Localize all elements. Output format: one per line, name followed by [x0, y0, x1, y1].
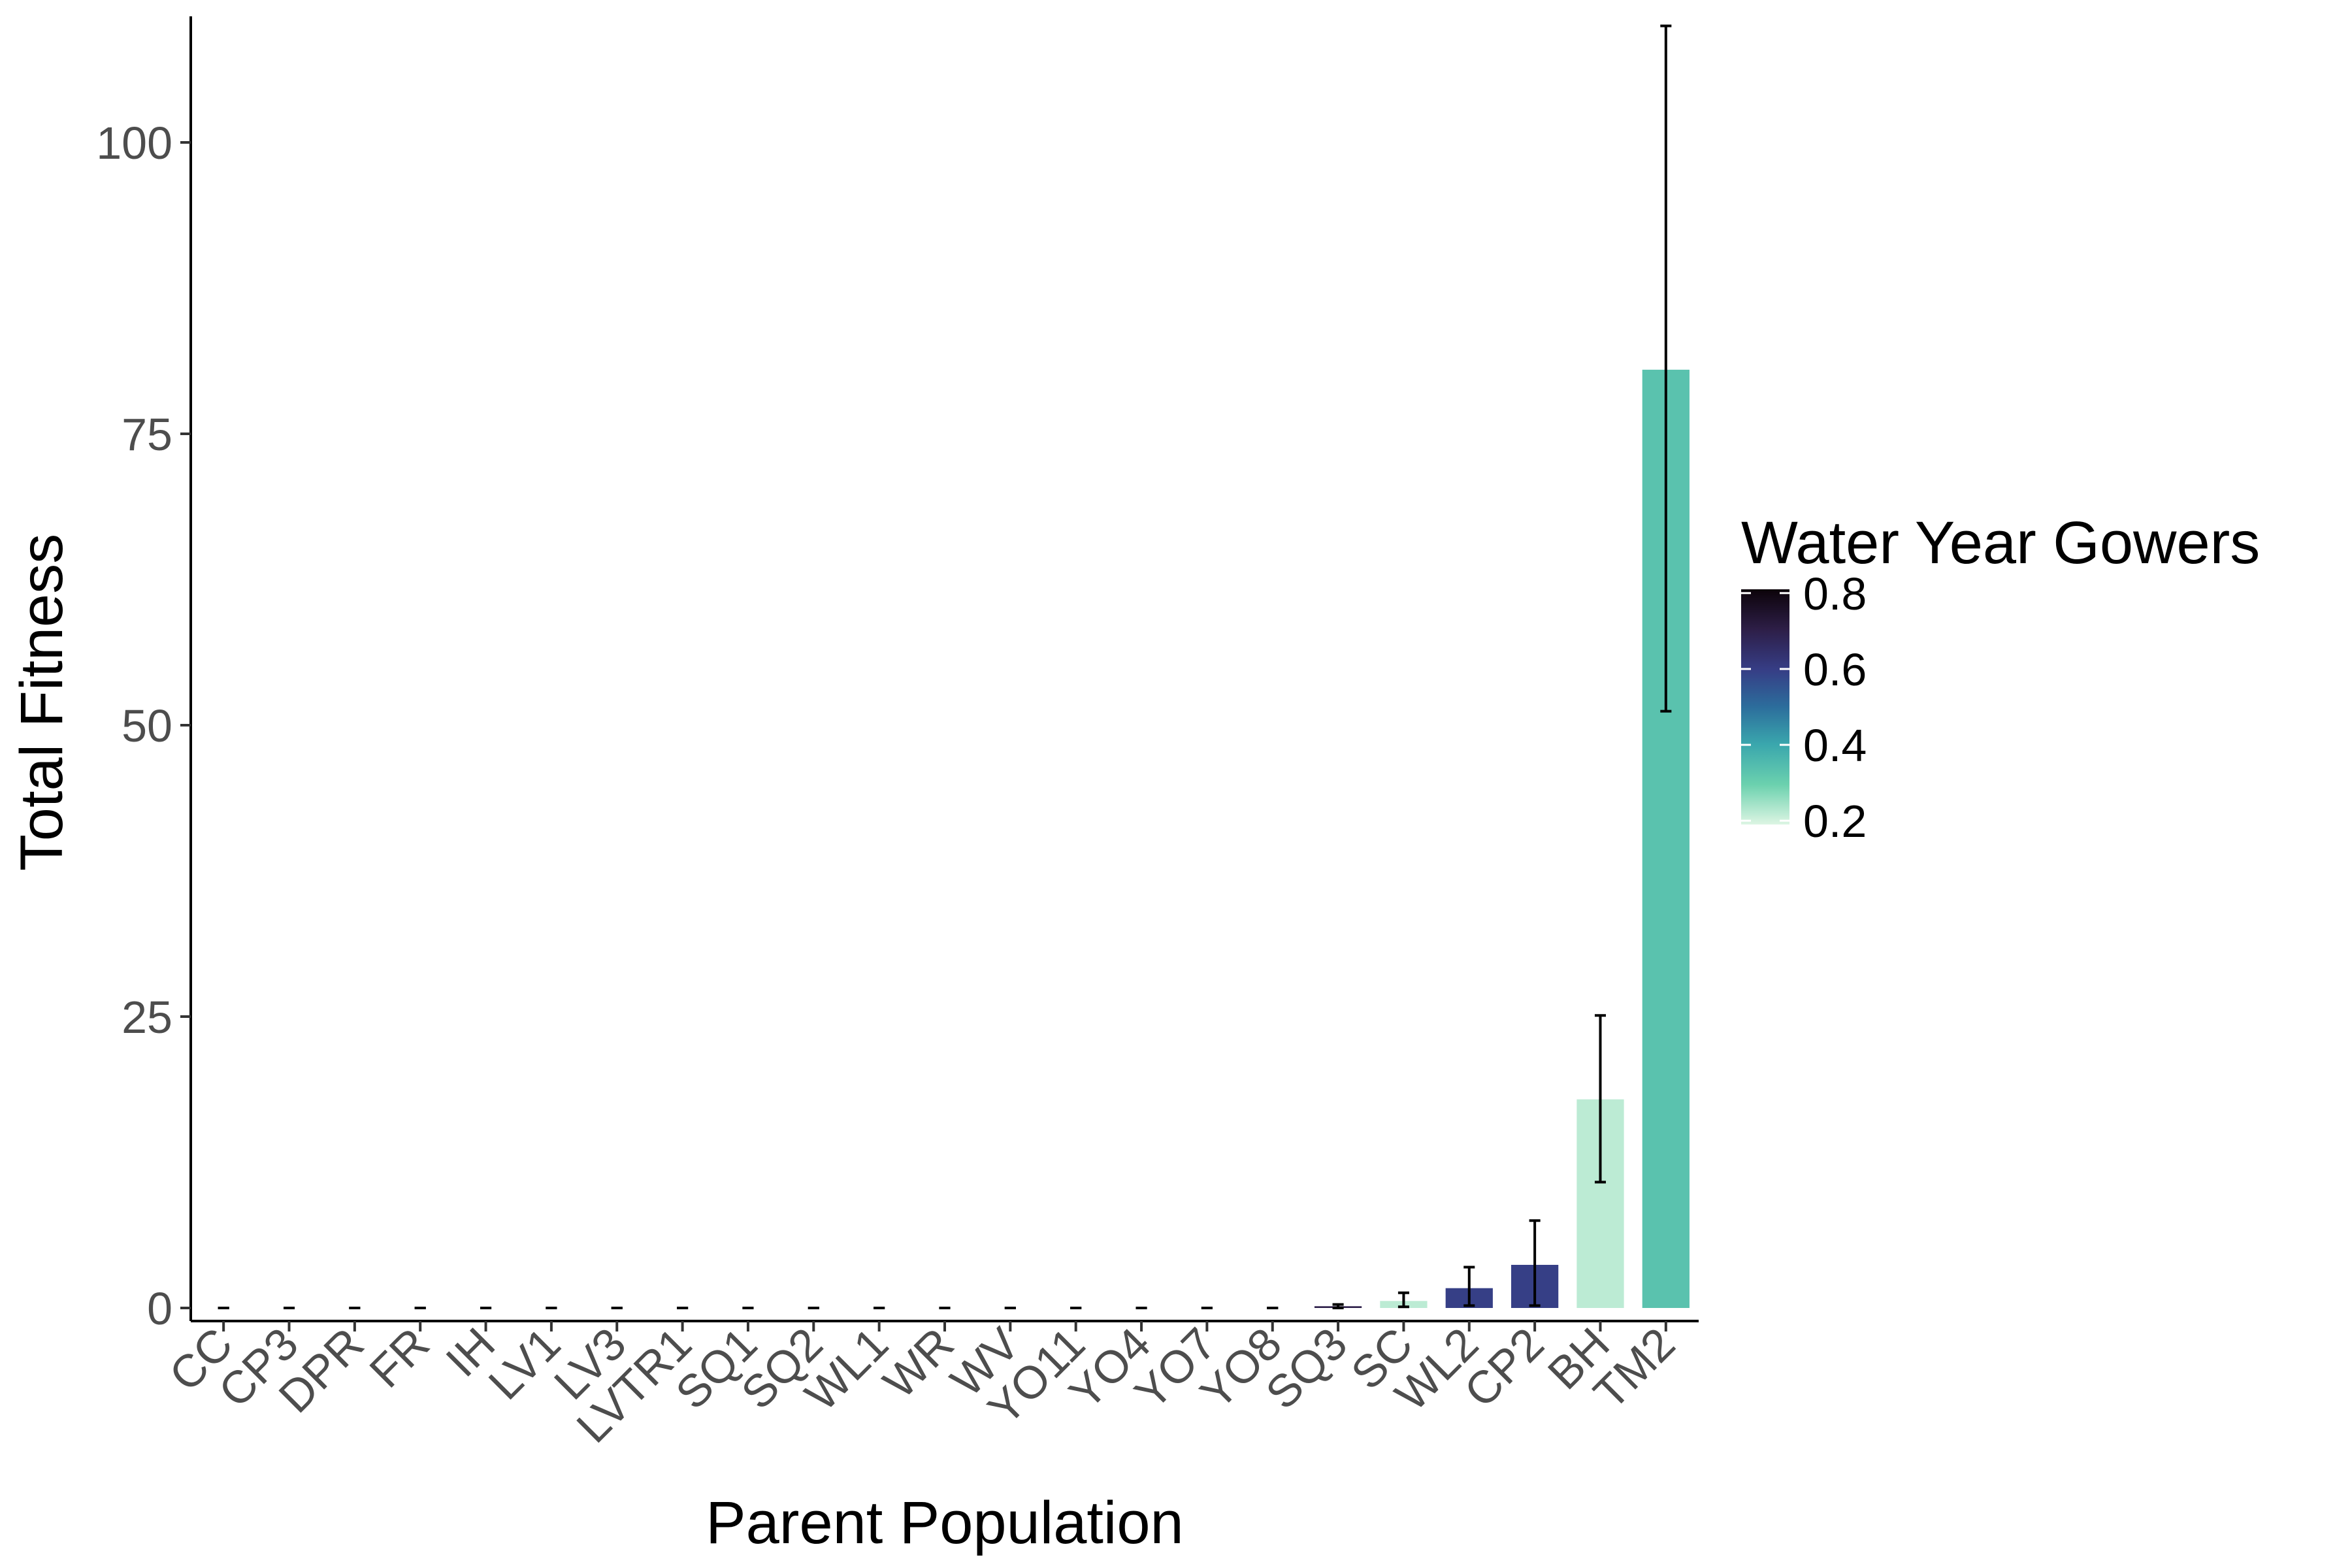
x-tick-label-fr: FR	[360, 1318, 439, 1397]
legend-ticks: 0.8 0.6 0.4 0.2	[1741, 568, 1867, 847]
y-axis-title: Total Fitness	[8, 534, 75, 871]
error-bars-group	[218, 24, 1672, 1309]
error-bar-wl2	[1463, 1266, 1475, 1307]
legend-tick-label: 0.4	[1803, 720, 1867, 771]
y-tick-label: 100	[96, 118, 172, 169]
color-legend: Water Year Gowers 0.8 0.6 0.4 0.2	[1741, 510, 2260, 847]
error-bar-cp2	[1529, 1219, 1541, 1307]
y-axis-ticks: 0 25 50 75 100	[96, 118, 191, 1334]
x-axis-ticks: CCCP3DPRFRIHLV1LV3LVTR1SQ1SQ2WL1WRWVYO11…	[159, 1318, 1684, 1452]
legend-colorbar	[1741, 589, 1789, 825]
x-axis-title: Parent Population	[706, 1490, 1183, 1556]
y-tick-label: 25	[122, 992, 172, 1043]
bars-group	[1314, 369, 1690, 1308]
legend-tick-label: 0.8	[1803, 568, 1867, 619]
y-tick-label: 50	[122, 700, 172, 751]
y-tick-label: 0	[147, 1283, 172, 1334]
error-bar-bh	[1594, 1014, 1607, 1184]
legend-title: Water Year Gowers	[1741, 510, 2260, 576]
legend-tick-label: 0.2	[1803, 796, 1867, 847]
y-tick-label: 75	[122, 409, 172, 460]
x-tick-label-cp2: CP2	[1454, 1318, 1553, 1416]
error-bar-tm2	[1660, 24, 1672, 713]
x-tick-label-tm2: TM2	[1584, 1318, 1684, 1418]
error-bar-sq3	[1332, 1303, 1344, 1309]
x-tick-label-sq3: SQ3	[1256, 1318, 1356, 1418]
legend-tick-label: 0.6	[1803, 644, 1867, 695]
error-bar-sc	[1397, 1291, 1409, 1309]
